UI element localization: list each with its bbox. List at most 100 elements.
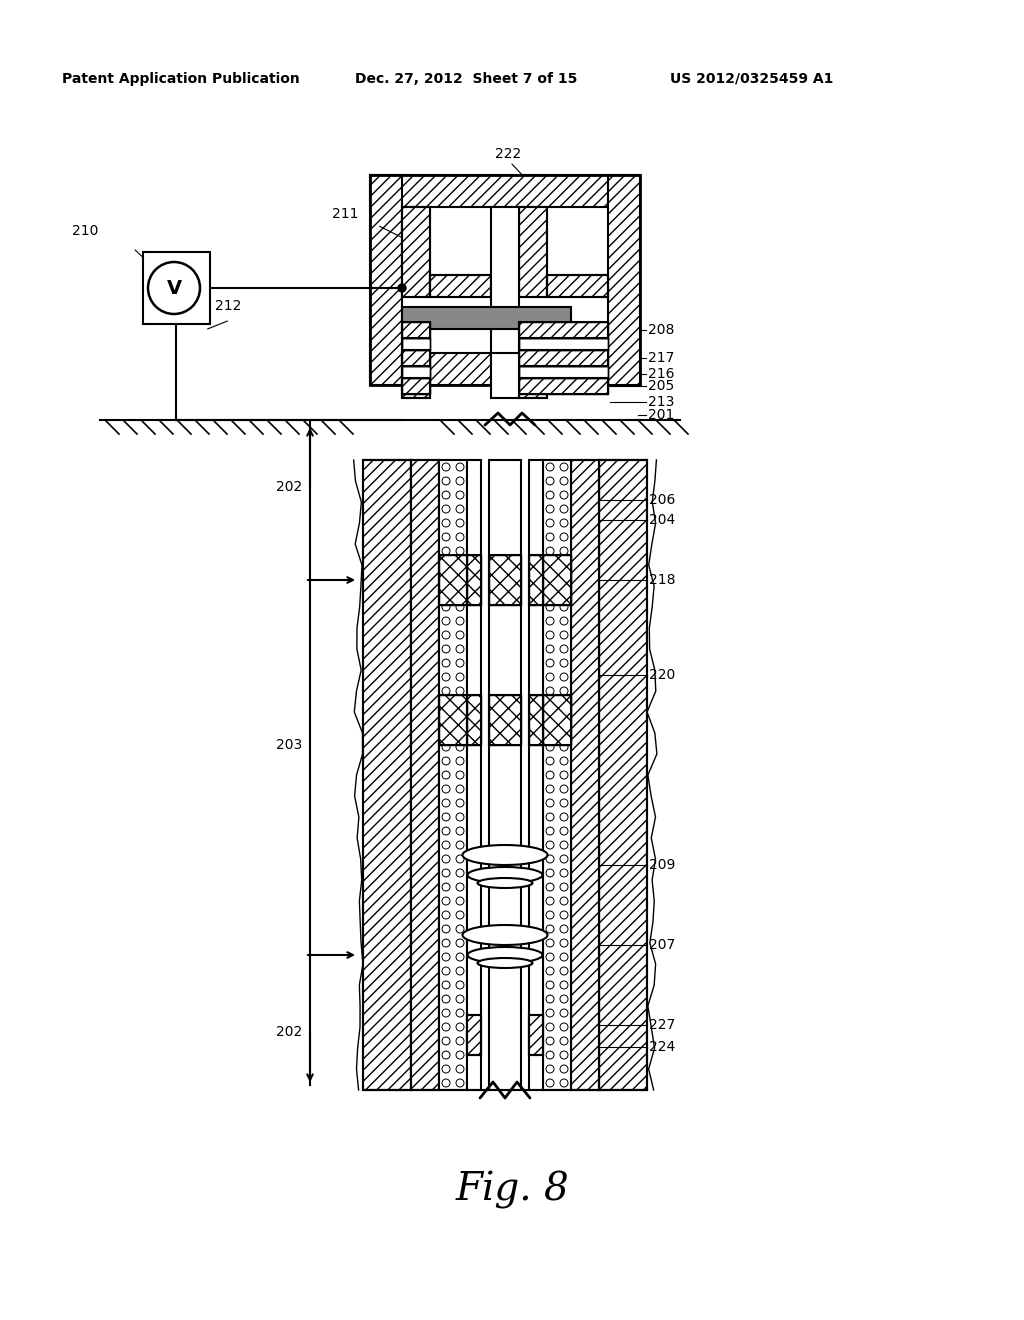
- Bar: [529, 696, 543, 744]
- Bar: [519, 352, 547, 399]
- Ellipse shape: [468, 867, 543, 883]
- Bar: [370, 176, 640, 385]
- Bar: [467, 696, 481, 744]
- Bar: [543, 696, 571, 744]
- Text: 203: 203: [275, 738, 302, 752]
- Bar: [402, 366, 430, 378]
- Text: 202: 202: [275, 1026, 302, 1039]
- Bar: [543, 554, 571, 605]
- Bar: [402, 322, 430, 338]
- Text: 220: 220: [649, 668, 675, 682]
- Text: 201: 201: [648, 408, 675, 422]
- Bar: [489, 554, 521, 605]
- Bar: [467, 696, 481, 744]
- Bar: [481, 459, 489, 1090]
- Bar: [370, 176, 402, 385]
- Bar: [411, 459, 439, 1090]
- Ellipse shape: [463, 845, 548, 865]
- Bar: [519, 322, 608, 338]
- Bar: [529, 554, 543, 605]
- Bar: [362, 459, 411, 1090]
- Bar: [402, 352, 430, 399]
- Text: Patent Application Publication: Patent Application Publication: [62, 73, 300, 86]
- Bar: [543, 459, 571, 1090]
- Bar: [490, 352, 519, 399]
- Bar: [529, 1015, 543, 1055]
- Bar: [519, 366, 608, 378]
- Bar: [547, 275, 608, 297]
- Bar: [402, 338, 430, 350]
- Bar: [439, 554, 467, 605]
- Bar: [519, 350, 608, 366]
- Text: 208: 208: [648, 323, 675, 337]
- Bar: [489, 459, 521, 1090]
- Text: 213: 213: [648, 395, 675, 409]
- Bar: [411, 459, 439, 1090]
- Text: 207: 207: [649, 939, 675, 952]
- Bar: [439, 459, 467, 1090]
- Bar: [519, 352, 547, 399]
- Text: 205: 205: [648, 379, 674, 393]
- Bar: [519, 338, 608, 350]
- Bar: [402, 352, 430, 399]
- Bar: [430, 275, 490, 297]
- Bar: [543, 554, 571, 605]
- Bar: [608, 176, 640, 385]
- Bar: [439, 696, 467, 744]
- Bar: [599, 459, 647, 1090]
- Text: 224: 224: [649, 1040, 675, 1053]
- Text: 202: 202: [275, 480, 302, 494]
- Bar: [467, 459, 481, 1090]
- Bar: [402, 207, 430, 297]
- Bar: [402, 378, 430, 393]
- Text: 217: 217: [648, 351, 675, 366]
- Bar: [402, 350, 430, 366]
- Bar: [519, 322, 608, 338]
- Bar: [519, 350, 608, 366]
- Bar: [519, 338, 608, 350]
- Text: Dec. 27, 2012  Sheet 7 of 15: Dec. 27, 2012 Sheet 7 of 15: [355, 73, 578, 86]
- Text: 211: 211: [332, 207, 358, 220]
- Bar: [467, 554, 481, 605]
- Bar: [467, 1015, 481, 1055]
- Bar: [402, 322, 430, 338]
- Text: 216: 216: [648, 367, 675, 381]
- Bar: [402, 338, 430, 350]
- Text: 210: 210: [72, 224, 98, 238]
- Bar: [529, 554, 543, 605]
- Ellipse shape: [463, 925, 548, 945]
- Bar: [519, 378, 608, 393]
- Bar: [430, 275, 490, 297]
- Text: 222: 222: [495, 147, 521, 161]
- Text: 206: 206: [649, 492, 676, 507]
- Bar: [547, 275, 608, 297]
- Bar: [362, 459, 411, 1090]
- Bar: [467, 1015, 481, 1055]
- Bar: [521, 459, 529, 1090]
- Bar: [519, 207, 547, 297]
- Bar: [402, 308, 571, 329]
- Ellipse shape: [468, 946, 543, 964]
- Bar: [402, 366, 430, 378]
- Bar: [402, 207, 430, 297]
- Bar: [467, 554, 481, 605]
- Bar: [529, 459, 543, 1090]
- Bar: [519, 366, 608, 378]
- Bar: [370, 352, 640, 385]
- Bar: [571, 459, 599, 1090]
- Bar: [489, 554, 521, 605]
- Text: 209: 209: [649, 858, 676, 873]
- Bar: [402, 350, 430, 366]
- Text: 218: 218: [649, 573, 676, 587]
- Bar: [490, 207, 519, 385]
- Bar: [370, 176, 640, 207]
- Bar: [402, 207, 608, 352]
- Ellipse shape: [477, 958, 532, 968]
- Bar: [529, 1015, 543, 1055]
- Bar: [402, 378, 430, 393]
- Ellipse shape: [477, 878, 532, 888]
- Bar: [599, 459, 647, 1090]
- Text: Fig. 8: Fig. 8: [455, 1171, 569, 1209]
- Text: V: V: [167, 279, 181, 297]
- Bar: [519, 378, 608, 393]
